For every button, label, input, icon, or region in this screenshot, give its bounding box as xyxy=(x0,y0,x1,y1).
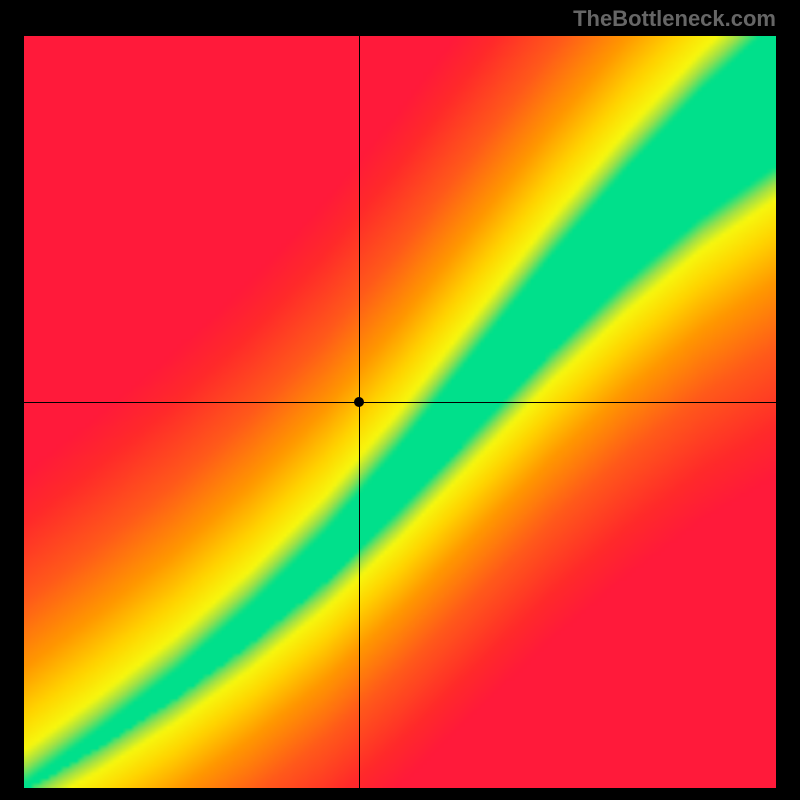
watermark-text: TheBottleneck.com xyxy=(573,6,776,32)
crosshair-horizontal xyxy=(24,402,776,403)
bottleneck-heatmap xyxy=(24,36,776,788)
heatmap-canvas xyxy=(24,36,776,788)
selection-marker[interactable] xyxy=(354,397,364,407)
crosshair-vertical xyxy=(359,36,360,788)
